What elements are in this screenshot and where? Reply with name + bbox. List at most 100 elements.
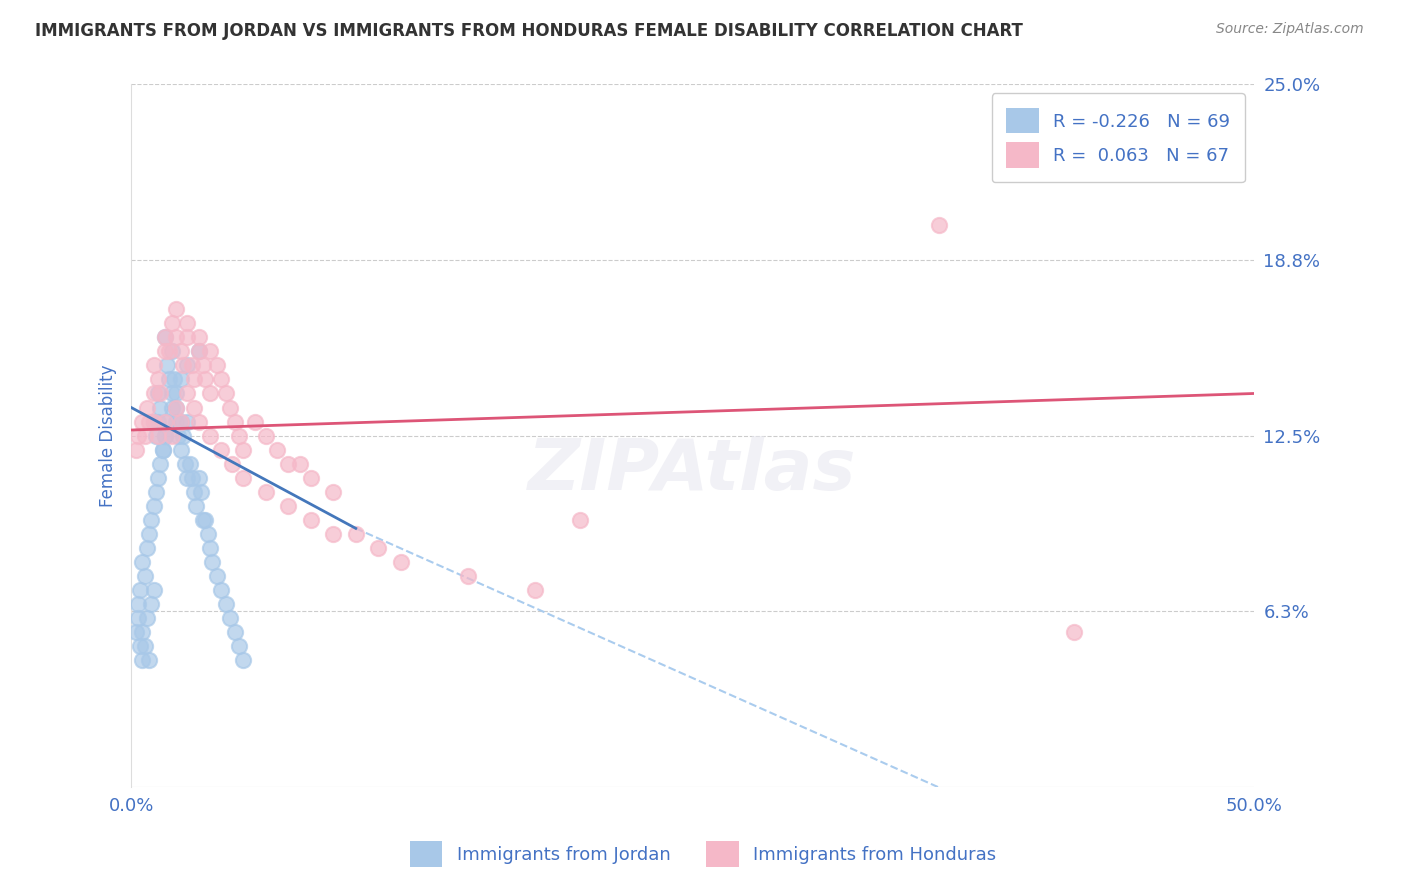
- Point: [153, 415, 176, 429]
- Point: [198, 541, 221, 555]
- Point: [165, 330, 187, 344]
- Point: [224, 415, 246, 429]
- Point: [299, 471, 322, 485]
- Point: [131, 625, 153, 640]
- Point: [165, 302, 187, 317]
- Point: [136, 401, 159, 415]
- Point: [389, 555, 412, 569]
- Point: [277, 457, 299, 471]
- Point: [152, 442, 174, 457]
- Point: [176, 359, 198, 373]
- Point: [163, 372, 186, 386]
- Point: [131, 415, 153, 429]
- Point: [160, 386, 183, 401]
- Point: [194, 513, 217, 527]
- Point: [288, 457, 311, 471]
- Point: [134, 640, 156, 654]
- Point: [232, 471, 254, 485]
- Point: [131, 653, 153, 667]
- Point: [928, 218, 950, 232]
- Point: [152, 442, 174, 457]
- Point: [142, 415, 165, 429]
- Point: [344, 527, 367, 541]
- Point: [156, 415, 179, 429]
- Point: [194, 372, 217, 386]
- Point: [156, 359, 179, 373]
- Point: [1063, 625, 1085, 640]
- Point: [148, 372, 170, 386]
- Point: [165, 401, 187, 415]
- Point: [149, 457, 172, 471]
- Point: [153, 428, 176, 442]
- Text: ZIPAtlas: ZIPAtlas: [529, 436, 856, 505]
- Point: [165, 386, 187, 401]
- Point: [169, 415, 191, 429]
- Point: [153, 428, 176, 442]
- Point: [134, 428, 156, 442]
- Point: [131, 555, 153, 569]
- Point: [127, 597, 149, 611]
- Point: [201, 555, 224, 569]
- Point: [160, 428, 183, 442]
- Point: [322, 484, 344, 499]
- Point: [205, 569, 228, 583]
- Point: [205, 359, 228, 373]
- Point: [142, 359, 165, 373]
- Point: [266, 442, 288, 457]
- Point: [148, 415, 170, 429]
- Point: [134, 569, 156, 583]
- Point: [243, 415, 266, 429]
- Point: [145, 428, 167, 442]
- Text: IMMIGRANTS FROM JORDAN VS IMMIGRANTS FROM HONDURAS FEMALE DISABILITY CORRELATION: IMMIGRANTS FROM JORDAN VS IMMIGRANTS FRO…: [35, 22, 1024, 40]
- Point: [367, 541, 389, 555]
- Point: [172, 428, 194, 442]
- Point: [149, 386, 172, 401]
- Point: [160, 401, 183, 415]
- Point: [176, 471, 198, 485]
- Point: [176, 415, 198, 429]
- Point: [198, 386, 221, 401]
- Point: [224, 625, 246, 640]
- Point: [179, 457, 201, 471]
- Point: [198, 428, 221, 442]
- Point: [136, 611, 159, 625]
- Point: [180, 471, 202, 485]
- Point: [228, 428, 250, 442]
- Point: [228, 640, 250, 654]
- Point: [209, 442, 232, 457]
- Point: [221, 457, 243, 471]
- Point: [191, 359, 214, 373]
- Point: [125, 625, 148, 640]
- Point: [169, 415, 191, 429]
- Point: [153, 330, 176, 344]
- Point: [153, 330, 176, 344]
- Legend: Immigrants from Jordan, Immigrants from Honduras: Immigrants from Jordan, Immigrants from …: [402, 834, 1004, 874]
- Point: [198, 344, 221, 359]
- Legend: R = -0.226   N = 69, R =  0.063   N = 67: R = -0.226 N = 69, R = 0.063 N = 67: [991, 94, 1244, 183]
- Point: [157, 344, 180, 359]
- Point: [167, 428, 190, 442]
- Point: [569, 513, 592, 527]
- Point: [136, 541, 159, 555]
- Point: [138, 415, 160, 429]
- Point: [457, 569, 479, 583]
- Point: [160, 316, 183, 330]
- Text: Source: ZipAtlas.com: Source: ZipAtlas.com: [1216, 22, 1364, 37]
- Point: [142, 583, 165, 598]
- Point: [176, 316, 198, 330]
- Point: [187, 471, 209, 485]
- Point: [187, 415, 209, 429]
- Point: [165, 401, 187, 415]
- Point: [197, 527, 219, 541]
- Point: [169, 372, 191, 386]
- Point: [148, 471, 170, 485]
- Point: [176, 386, 198, 401]
- Point: [209, 372, 232, 386]
- Point: [183, 484, 205, 499]
- Point: [138, 527, 160, 541]
- Point: [169, 442, 191, 457]
- Point: [187, 344, 209, 359]
- Point: [190, 484, 212, 499]
- Point: [160, 344, 183, 359]
- Point: [169, 344, 191, 359]
